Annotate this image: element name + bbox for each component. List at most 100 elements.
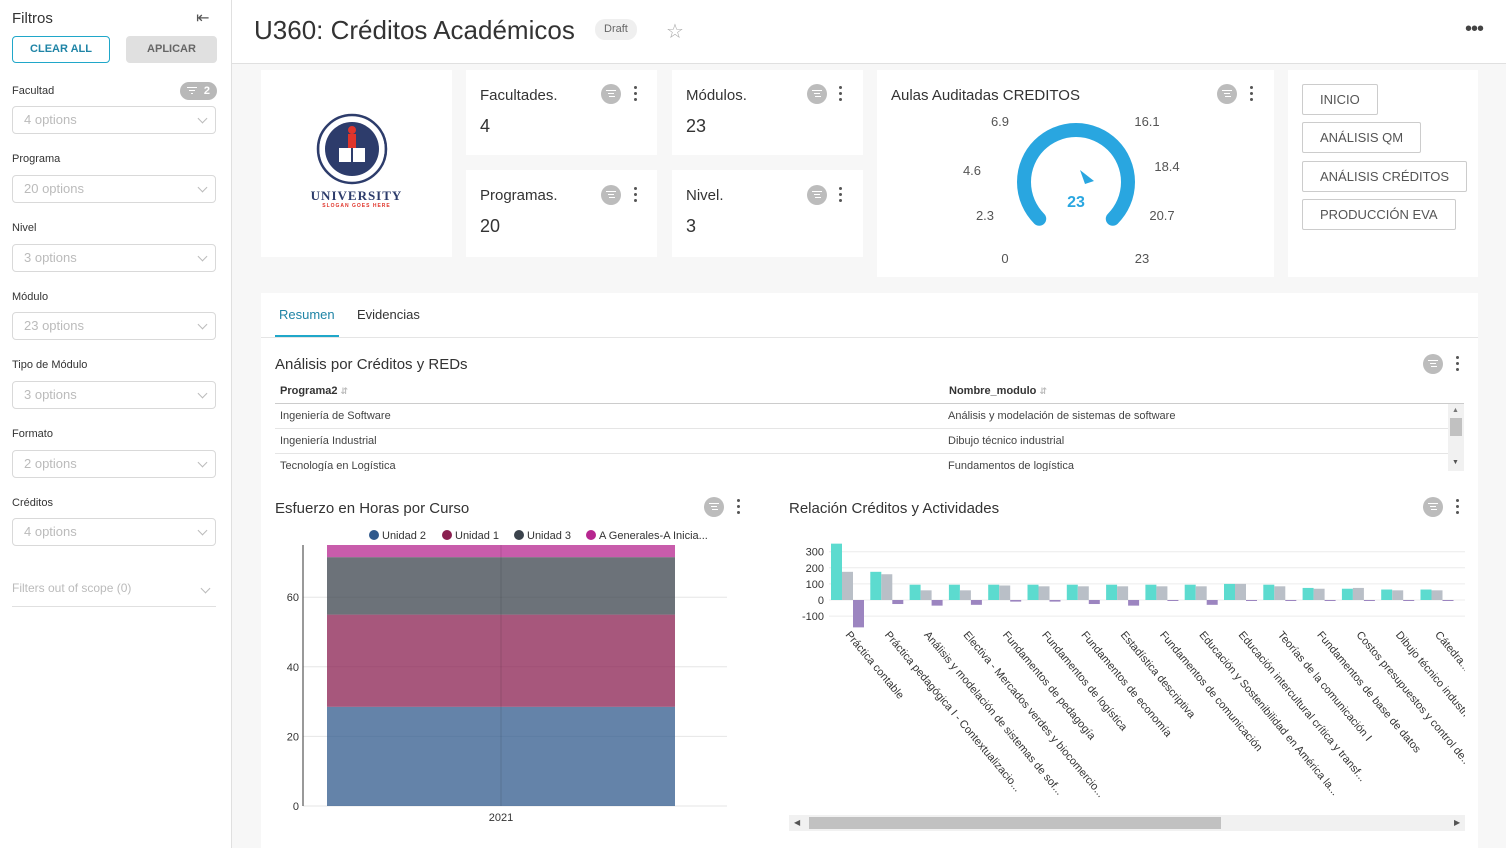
table-header-row: Programa2 ⇵ Nombre_modulo ⇵ bbox=[275, 380, 1464, 404]
bar bbox=[1274, 586, 1286, 600]
bar bbox=[1156, 586, 1168, 600]
gauge-tick-label: 23 bbox=[1135, 251, 1149, 266]
gauge-tick-label: 2.3 bbox=[976, 208, 994, 223]
bar bbox=[1128, 600, 1140, 606]
filter-label-tipo-modulo: Tipo de Módulo bbox=[12, 359, 88, 371]
favorite-star-icon[interactable]: ☆ bbox=[666, 21, 684, 43]
scrollbar-thumb[interactable] bbox=[1450, 418, 1462, 436]
kebab-menu-icon[interactable] bbox=[1249, 86, 1255, 104]
logo-slogan: SLOGAN GOES HERE bbox=[322, 203, 391, 209]
relation-chart-horizontal-scrollbar[interactable]: ◀ ▶ bbox=[789, 815, 1465, 831]
y-tick-label: 60 bbox=[287, 592, 299, 604]
bar bbox=[999, 585, 1011, 600]
table-row[interactable]: Ingeniería de Software Análisis y modela… bbox=[275, 404, 1448, 429]
y-tick-label: 200 bbox=[806, 563, 824, 575]
university-logo bbox=[316, 113, 388, 185]
bar bbox=[920, 590, 932, 600]
column-header-programa2[interactable]: Programa2 ⇵ bbox=[280, 385, 349, 397]
bar bbox=[1403, 600, 1415, 601]
x-tick-label: Estadística descriptiva bbox=[1118, 629, 1198, 721]
filter-sidebar: Filtros ⇤ CLEAR ALL APLICAR 2 Facultad 4… bbox=[0, 0, 232, 848]
bar bbox=[1167, 600, 1179, 601]
table-vertical-scrollbar[interactable]: ▲ ▼ bbox=[1448, 404, 1464, 471]
kebab-menu-icon[interactable] bbox=[838, 86, 844, 104]
table-cell: Ingeniería de Software bbox=[280, 410, 391, 422]
filter-icon[interactable] bbox=[1423, 497, 1443, 517]
filter-label-modulo: Módulo bbox=[12, 291, 49, 303]
chevron-down-icon bbox=[197, 525, 208, 536]
bar bbox=[1363, 600, 1375, 601]
sidebar-title: Filtros bbox=[12, 10, 53, 27]
bar bbox=[1263, 584, 1275, 600]
select-formato[interactable]: 2 options bbox=[12, 450, 216, 478]
nav-button-produccion-eva[interactable]: PRODUCCIÓN EVA bbox=[1302, 199, 1456, 230]
filter-icon[interactable] bbox=[601, 185, 621, 205]
select-modulo[interactable]: 23 options bbox=[12, 312, 216, 340]
gauge-tick-label: 0 bbox=[1001, 251, 1008, 266]
bar bbox=[970, 600, 982, 605]
select-programa[interactable]: 20 options bbox=[12, 175, 216, 203]
effort-chart-title: Esfuerzo en Horas por Curso bbox=[275, 500, 470, 517]
kpi-card-programas: Programas. 20 bbox=[466, 170, 657, 257]
filter-icon[interactable] bbox=[807, 185, 827, 205]
chevron-down-icon bbox=[197, 457, 208, 468]
tab-evidencias[interactable]: Evidencias bbox=[357, 307, 420, 322]
legend-item[interactable]: Unidad 1 bbox=[442, 530, 499, 542]
x-tick-label: Electiva - Mercados verdes y biocomercio… bbox=[961, 629, 1107, 800]
bar bbox=[1302, 587, 1314, 600]
select-facultad[interactable]: 4 options bbox=[12, 106, 216, 134]
bar-segment bbox=[327, 706, 675, 806]
table-row[interactable]: Tecnología en Logística Fundamentos de l… bbox=[275, 454, 1448, 471]
kpi-card-modulos: Módulos. 23 bbox=[672, 70, 863, 155]
nav-button-analisis-qm[interactable]: ANÁLISIS QM bbox=[1302, 122, 1422, 153]
kebab-menu-icon[interactable] bbox=[736, 499, 742, 517]
legend-item[interactable]: Unidad 3 bbox=[514, 530, 571, 542]
bar bbox=[1038, 586, 1050, 600]
filters-out-of-scope-toggle[interactable]: Filters out of scope (0) bbox=[12, 581, 216, 607]
scroll-right-icon: ▶ bbox=[1454, 818, 1461, 827]
filter-icon[interactable] bbox=[704, 497, 724, 517]
filter-icon[interactable] bbox=[601, 84, 621, 104]
kebab-menu-icon[interactable] bbox=[1455, 499, 1461, 517]
nav-button-analisis-creditos[interactable]: ANÁLISIS CRÉDITOS bbox=[1302, 161, 1468, 192]
filter-icon[interactable] bbox=[1217, 84, 1237, 104]
bar bbox=[870, 571, 882, 600]
bar bbox=[1066, 584, 1078, 600]
bar bbox=[1206, 600, 1218, 605]
nav-button-inicio[interactable]: INICIO bbox=[1302, 84, 1378, 115]
bar bbox=[1235, 583, 1246, 600]
more-options-icon[interactable]: ••• bbox=[1465, 18, 1484, 40]
scrollbar-thumb[interactable] bbox=[809, 817, 1221, 829]
kpi-title: Módulos. bbox=[686, 87, 747, 104]
kebab-menu-icon[interactable] bbox=[838, 187, 844, 205]
table-title: Análisis por Créditos y REDs bbox=[275, 356, 468, 373]
status-badge: Draft bbox=[595, 19, 637, 40]
legend-item[interactable]: Unidad 2 bbox=[369, 530, 426, 542]
logo-card: UNIVERSITY SLOGAN GOES HERE bbox=[261, 70, 452, 257]
kebab-menu-icon[interactable] bbox=[633, 86, 639, 104]
tab-resumen[interactable]: Resumen bbox=[279, 307, 335, 322]
gauge-tick-label: 20.7 bbox=[1149, 208, 1174, 223]
apply-button[interactable]: APLICAR bbox=[126, 36, 217, 63]
bar-segment bbox=[327, 557, 675, 615]
table-row[interactable]: Ingeniería Industrial Dibujo técnico ind… bbox=[275, 429, 1448, 454]
column-header-nombre-modulo[interactable]: Nombre_modulo ⇵ bbox=[949, 385, 1048, 397]
active-tab-indicator bbox=[275, 335, 339, 337]
collapse-sidebar-icon[interactable]: ⇤ bbox=[196, 10, 210, 27]
select-tipo-modulo[interactable]: 3 options bbox=[12, 381, 216, 409]
select-creditos[interactable]: 4 options bbox=[12, 518, 216, 546]
filter-icon[interactable] bbox=[1423, 354, 1443, 374]
bar bbox=[1341, 588, 1353, 600]
bar bbox=[1077, 586, 1089, 600]
navigation-card: INICIO ANÁLISIS QM ANÁLISIS CRÉDITOS PRO… bbox=[1288, 70, 1478, 277]
select-nivel[interactable]: 3 options bbox=[12, 244, 216, 272]
facultad-filter-count-badge: 2 bbox=[180, 82, 217, 100]
bar bbox=[1049, 600, 1061, 602]
kebab-menu-icon[interactable] bbox=[1455, 356, 1461, 374]
legend-item[interactable]: A Generales-A Inicia... bbox=[586, 530, 708, 542]
kebab-menu-icon[interactable] bbox=[633, 187, 639, 205]
clear-all-button[interactable]: CLEAR ALL bbox=[12, 36, 110, 63]
table-cell: Análisis y modelación de sistemas de sof… bbox=[948, 410, 1176, 422]
x-tick-label: Práctica pedagógica I - Contextualizacio… bbox=[882, 629, 1023, 794]
filter-icon[interactable] bbox=[807, 84, 827, 104]
